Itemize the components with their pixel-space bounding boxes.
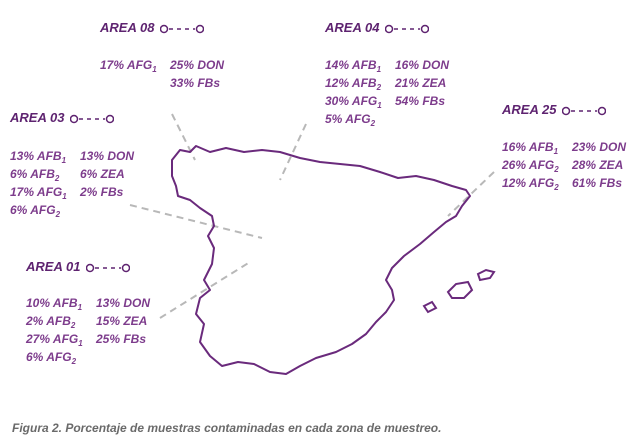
- stat-value: 30% AFG1: [325, 94, 382, 110]
- leader-area-08: [171, 113, 196, 161]
- figure-caption: Figura 2. Porcentaje de muestras contami…: [12, 421, 442, 435]
- connector-icon: [385, 24, 430, 33]
- stat-value: 16% AFB1: [502, 140, 559, 156]
- island-menorca: [476, 268, 496, 282]
- peninsula-outline: [171, 145, 471, 375]
- stat-value: 17% AFG1: [100, 58, 157, 74]
- stat-value: 6% ZEA: [80, 167, 125, 181]
- stat-value: 26% AFG2: [502, 158, 559, 174]
- stat-value: 12% AFG2: [502, 176, 559, 192]
- area-08-title: AREA 08: [100, 20, 205, 35]
- stat-value: 23% DON: [572, 140, 627, 154]
- area-25-title: AREA 25: [502, 102, 607, 117]
- area-01-title: AREA 01: [26, 259, 131, 274]
- connector-icon: [86, 263, 131, 272]
- area-04-title: AREA 04: [325, 20, 430, 35]
- island-ibiza: [422, 300, 438, 314]
- stat-value: 13% DON: [96, 296, 151, 310]
- connector-icon: [562, 106, 607, 115]
- stat-value: 2% AFB2: [26, 314, 76, 330]
- stat-value: 28% ZEA: [572, 158, 624, 172]
- stat-value: 33% FBs: [170, 76, 221, 90]
- stat-value: 16% DON: [395, 58, 450, 72]
- stat-value: 14% AFB1: [325, 58, 382, 74]
- stat-value: 13% DON: [80, 149, 135, 163]
- stat-value: 61% FBs: [572, 176, 623, 190]
- stat-value: 54% FBs: [395, 94, 446, 108]
- stat-value: 2% FBs: [80, 185, 124, 199]
- leader-area-01: [159, 261, 251, 319]
- stat-value: 25% FBs: [96, 332, 147, 346]
- stat-value: 10% AFB1: [26, 296, 83, 312]
- connector-icon: [160, 24, 205, 33]
- stat-value: 25% DON: [170, 58, 225, 72]
- stat-value: 27% AFG1: [26, 332, 83, 348]
- area-03-title: AREA 03: [10, 110, 115, 125]
- leader-area-25: [447, 171, 495, 217]
- leader-area-03: [129, 204, 263, 239]
- stat-value: 13% AFB1: [10, 149, 67, 165]
- stat-value: 6% AFB2: [10, 167, 60, 183]
- connector-icon: [70, 114, 115, 123]
- stat-value: 6% AFG2: [10, 203, 61, 219]
- stat-value: 15% ZEA: [96, 314, 148, 328]
- stat-value: 21% ZEA: [395, 76, 447, 90]
- stat-value: 17% AFG1: [10, 185, 67, 201]
- island-mallorca: [446, 280, 474, 299]
- stat-value: 5% AFG2: [325, 112, 376, 128]
- stat-value: 6% AFG2: [26, 350, 77, 366]
- leader-area-04: [279, 123, 307, 181]
- stat-value: 12% AFB2: [325, 76, 382, 92]
